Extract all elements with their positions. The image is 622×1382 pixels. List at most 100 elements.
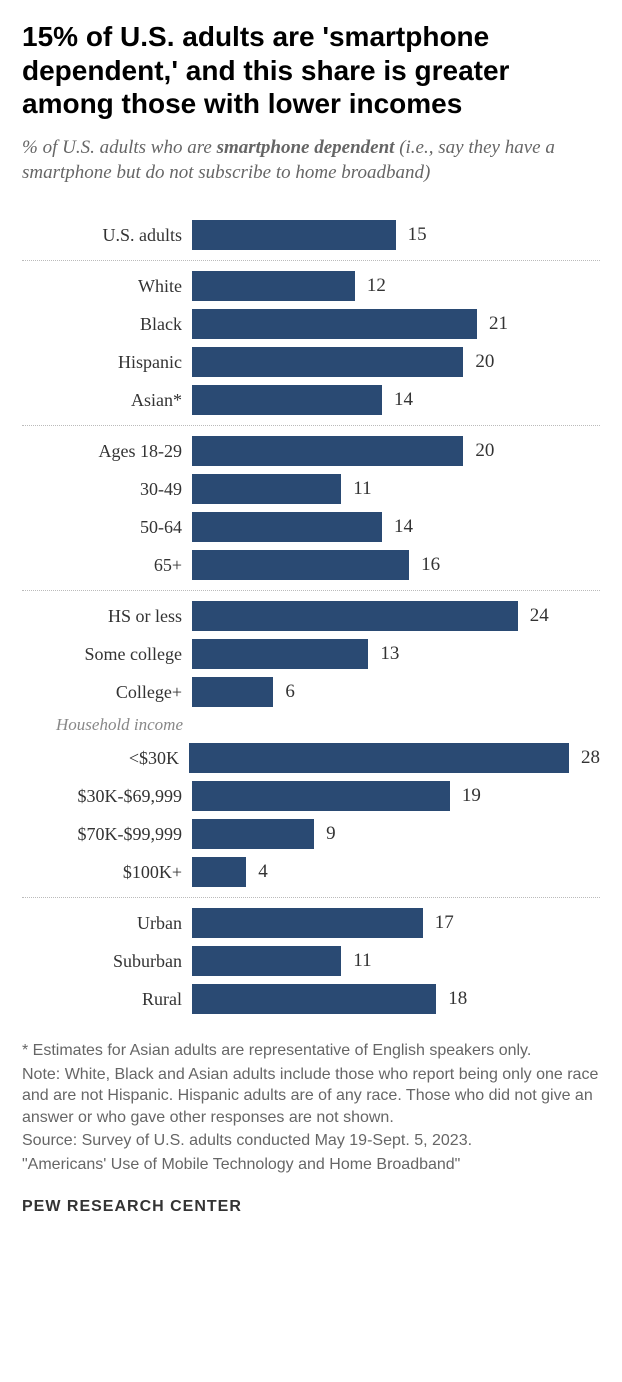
chart-row: $100K+4: [22, 853, 600, 891]
row-label: Hispanic: [22, 352, 192, 373]
bar-value: 9: [326, 823, 336, 845]
subtitle-bold: smartphone dependent: [217, 137, 395, 158]
bar-area: 28: [189, 743, 600, 773]
bar: [192, 908, 423, 938]
bar-area: 4: [192, 857, 600, 887]
bar-area: 16: [192, 550, 600, 580]
chart-row: White 12: [22, 267, 600, 305]
brand-attribution: PEW RESEARCH CENTER: [22, 1198, 600, 1216]
chart-row: Hispanic20: [22, 343, 600, 381]
bar: [192, 385, 382, 415]
chart-subtitle: % of U.S. adults who are smartphone depe…: [22, 135, 600, 186]
group-separator: [22, 425, 600, 426]
bar-area: 18: [192, 984, 600, 1014]
bar-value: 21: [489, 313, 508, 335]
bar-value: 19: [462, 785, 481, 807]
group-separator: [22, 260, 600, 261]
bar-area: 13: [192, 639, 600, 669]
row-label: HS or less: [22, 606, 192, 627]
bar-value: 24: [530, 605, 549, 627]
bar: [192, 474, 341, 504]
footnote-line: Source: Survey of U.S. adults conducted …: [22, 1130, 600, 1152]
chart-row: Some college 13: [22, 635, 600, 673]
chart-row: Black 21: [22, 305, 600, 343]
chart-row: 30-49 11: [22, 470, 600, 508]
bar-value: 16: [421, 554, 440, 576]
bar: [192, 677, 273, 707]
bar-value: 28: [581, 747, 600, 769]
row-label: Urban: [22, 913, 192, 934]
bar-area: 20: [192, 436, 600, 466]
bar-value: 20: [475, 440, 494, 462]
bar: [192, 639, 368, 669]
bar-chart: U.S. adults15White12Black21Hispanic20Asi…: [22, 216, 600, 1018]
bar: [192, 436, 463, 466]
bar-area: 19: [192, 781, 600, 811]
bar: [192, 781, 450, 811]
bar-value: 17: [435, 912, 454, 934]
chart-row: <$30K 28: [22, 739, 600, 777]
bar-value: 6: [285, 681, 295, 703]
bar-value: 11: [353, 950, 371, 972]
row-label: White: [22, 276, 192, 297]
row-label: 30-49: [22, 479, 192, 500]
bar-value: 13: [380, 643, 399, 665]
bar: [192, 512, 382, 542]
chart-row: HS or less 24: [22, 597, 600, 635]
bar-area: 11: [192, 946, 600, 976]
chart-row: Suburban11: [22, 942, 600, 980]
bar-value: 15: [408, 224, 427, 246]
row-label: U.S. adults: [22, 225, 192, 246]
bar-area: 17: [192, 908, 600, 938]
footnote-line: Note: White, Black and Asian adults incl…: [22, 1064, 600, 1129]
chart-group: U.S. adults 15: [22, 216, 600, 254]
bar: [192, 819, 314, 849]
bar: [189, 743, 569, 773]
chart-row: 50-6414: [22, 508, 600, 546]
subtitle-pre: % of U.S. adults who are: [22, 137, 217, 158]
bar: [192, 347, 463, 377]
chart-row: Ages 18-29 20: [22, 432, 600, 470]
bar: [192, 984, 436, 1014]
group-subhead: Household income: [22, 715, 600, 735]
chart-title: 15% of U.S. adults are 'smartphone depen…: [22, 20, 600, 121]
bar-area: 14: [192, 385, 600, 415]
footnotes: * Estimates for Asian adults are represe…: [22, 1040, 600, 1176]
chart-group: Ages 18-29 20 30-49 11 50-641465+16: [22, 432, 600, 584]
row-label: $100K+: [22, 862, 192, 883]
footnote-line: * Estimates for Asian adults are represe…: [22, 1040, 600, 1062]
chart-group: White12Black21Hispanic20Asian*14: [22, 267, 600, 419]
chart-row: $70K-$99,9999: [22, 815, 600, 853]
bar: [192, 271, 355, 301]
bar-area: 6: [192, 677, 600, 707]
chart-group: Urban 17 Suburban11Rural18: [22, 904, 600, 1018]
row-label: Some college: [22, 644, 192, 665]
row-label: Ages 18-29: [22, 441, 192, 462]
group-separator: [22, 590, 600, 591]
row-label: Black: [22, 314, 192, 335]
chart-group: HS or less 24 Some college 13 College+ 6: [22, 597, 600, 711]
bar: [192, 309, 477, 339]
bar-value: 14: [394, 516, 413, 538]
row-label: Asian*: [22, 390, 192, 411]
bar: [192, 220, 396, 250]
row-label: $30K-$69,999: [22, 786, 192, 807]
bar-area: 11: [192, 474, 600, 504]
chart-row: 65+16: [22, 546, 600, 584]
chart-row: College+ 6: [22, 673, 600, 711]
row-label: College+: [22, 682, 192, 703]
bar-area: 12: [192, 271, 600, 301]
chart-row: Urban 17: [22, 904, 600, 942]
footnote-line: "Americans' Use of Mobile Technology and…: [22, 1154, 600, 1176]
chart-row: Rural18: [22, 980, 600, 1018]
bar: [192, 601, 518, 631]
bar: [192, 857, 246, 887]
chart-row: Asian*14: [22, 381, 600, 419]
row-label: <$30K: [22, 748, 189, 769]
bar-value: 11: [353, 478, 371, 500]
group-separator: [22, 897, 600, 898]
bar-value: 12: [367, 275, 386, 297]
bar-area: 21: [192, 309, 600, 339]
bar: [192, 946, 341, 976]
bar-value: 18: [448, 988, 467, 1010]
